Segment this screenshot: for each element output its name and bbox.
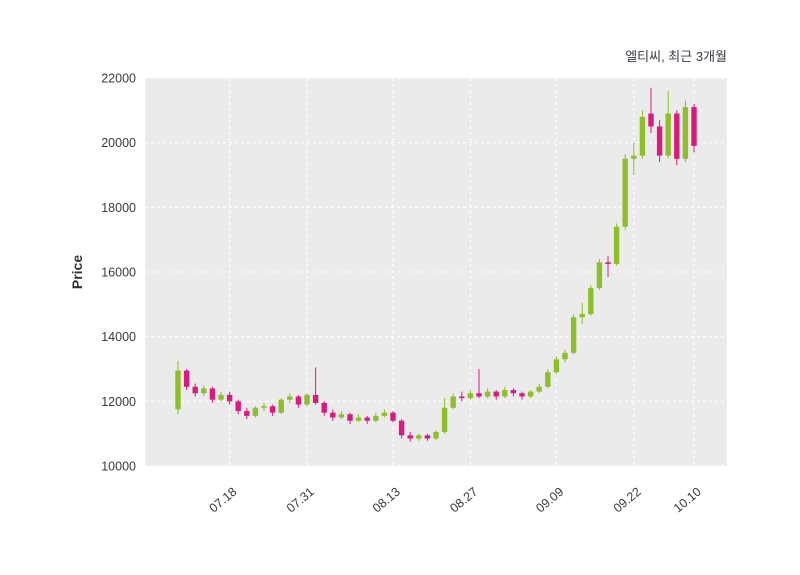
candle-body <box>304 394 310 405</box>
candle-body <box>330 412 336 418</box>
candle-body <box>244 411 250 416</box>
candle-body <box>502 390 508 397</box>
candle-body <box>536 386 542 392</box>
candle-body <box>656 126 663 156</box>
candle-body <box>235 401 241 412</box>
candle-body <box>665 113 671 156</box>
candle-body <box>287 396 293 400</box>
candles-group <box>175 87 697 442</box>
candle-body <box>201 388 207 394</box>
candle-body <box>347 414 353 421</box>
candle-body <box>562 352 568 360</box>
y-tick-label: 16000 <box>101 266 136 280</box>
candle-body <box>691 107 697 146</box>
y-tick-label: 20000 <box>101 136 136 150</box>
candle-body <box>390 412 396 421</box>
candle-body <box>433 432 439 439</box>
candle-body <box>476 393 482 397</box>
candle-body <box>622 158 628 227</box>
candle-body <box>355 417 362 421</box>
candle-body <box>269 406 276 413</box>
x-tick-label: 07.31 <box>284 485 317 516</box>
y-tick-label: 10000 <box>101 460 136 474</box>
candle-body <box>321 402 327 413</box>
x-tick-label: 10.10 <box>671 485 704 516</box>
candle-body <box>639 116 646 156</box>
candle-body <box>338 414 345 418</box>
candle-body <box>570 317 577 353</box>
candle-body <box>459 396 465 399</box>
candle-body <box>631 155 637 159</box>
candle-body <box>441 407 448 433</box>
candle-body <box>527 391 534 397</box>
candle-body <box>381 412 388 416</box>
candle-body <box>261 406 267 408</box>
y-tick-label: 12000 <box>101 395 136 409</box>
candle-body <box>484 391 491 397</box>
candle-body <box>175 370 181 410</box>
candle-body <box>278 399 284 413</box>
x-tick-label: 09.09 <box>533 485 566 516</box>
candle-body <box>416 435 422 439</box>
candle-body <box>648 113 654 127</box>
candle-body <box>407 435 413 439</box>
candle-body <box>183 370 190 387</box>
candle-body <box>545 372 551 387</box>
candle-body <box>364 417 370 421</box>
candle-body <box>613 226 620 264</box>
candle-body <box>605 262 611 264</box>
candle-body <box>398 420 405 436</box>
candle-body <box>467 393 474 399</box>
candle-body <box>579 314 585 318</box>
candle-body <box>252 407 259 416</box>
candle-body <box>519 393 525 397</box>
candle-body <box>493 391 499 397</box>
y-tick-label: 18000 <box>101 201 136 215</box>
candle-body <box>209 388 216 400</box>
candle-body <box>553 359 560 373</box>
candle-body <box>674 113 680 159</box>
candle-body <box>218 394 224 400</box>
candle-body <box>192 386 198 394</box>
candle-body <box>450 396 456 408</box>
candle-body <box>682 107 689 159</box>
candle-body <box>510 390 517 394</box>
grid-lines <box>145 77 727 467</box>
x-tick-label: 09.22 <box>611 485 644 516</box>
candle-body <box>424 435 431 439</box>
x-tick-label: 07.18 <box>207 485 240 516</box>
candle-body <box>295 396 302 405</box>
x-axis-tick-labels: 07.18 07.31 08.13 08.27 09.09 09.22 10.10 <box>207 485 704 516</box>
x-tick-label: 08.13 <box>370 485 403 516</box>
y-tick-label: 14000 <box>101 330 136 344</box>
x-tick-label: 08.27 <box>447 485 480 516</box>
y-axis-label: Price <box>69 255 85 289</box>
candle-body <box>312 394 319 403</box>
candle-body <box>596 262 603 289</box>
y-tick-label: 22000 <box>101 72 136 86</box>
y-axis-tick-labels: 10000 12000 14000 16000 18000 20000 22000 <box>101 72 136 474</box>
candle-body <box>226 394 233 402</box>
chart-title: 엘티씨, 최근 3개월 <box>625 49 727 64</box>
candle-body <box>373 415 379 421</box>
candle-body <box>588 288 594 315</box>
